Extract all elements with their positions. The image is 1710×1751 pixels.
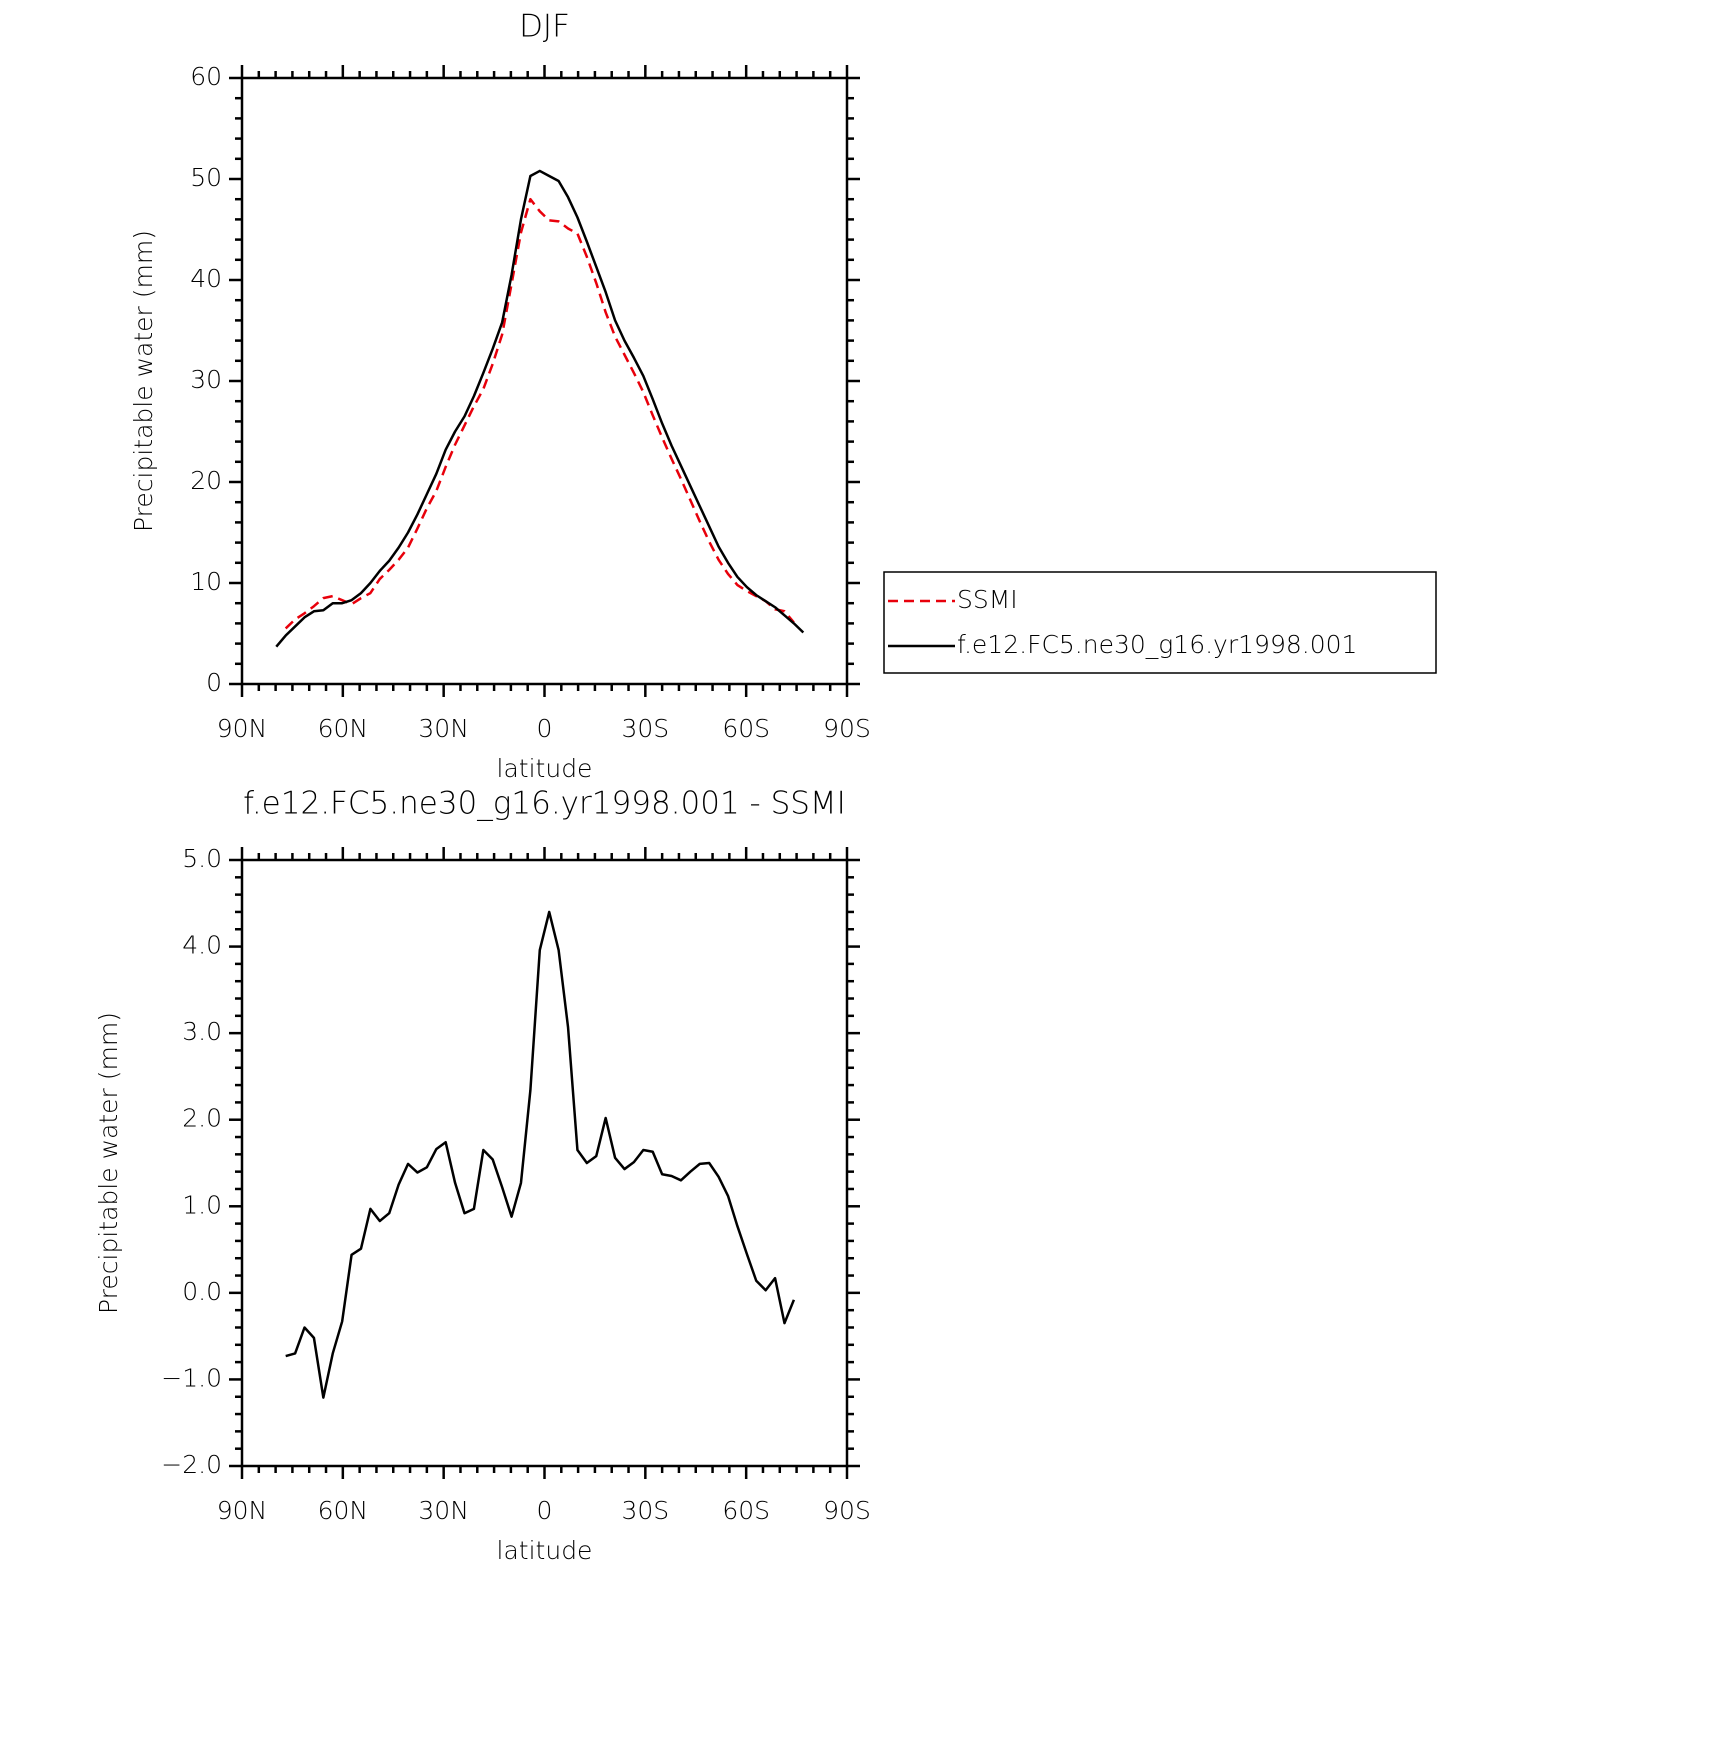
y-tick-label: −1.0: [161, 1363, 222, 1392]
x-tick-label: 30N: [418, 714, 469, 743]
y-tick-label: 40: [190, 264, 222, 293]
plot-frame: [240, 858, 849, 1468]
x-tick-label: 30N: [418, 1496, 469, 1525]
x-tick-label: 0: [537, 714, 553, 743]
y-tick-label: 60: [190, 62, 222, 91]
x-tick-label: 90S: [823, 714, 871, 743]
y-tick-label: 10: [190, 567, 222, 596]
x-tick-label: 90N: [217, 1496, 268, 1525]
y-tick-label: 5.0: [182, 844, 222, 873]
data-line: [275, 169, 805, 648]
x-tick-label: 90N: [217, 714, 268, 743]
y-tick-label: 0: [206, 668, 222, 697]
data-line: [285, 910, 796, 1399]
x-tick-label: 30S: [621, 1496, 669, 1525]
y-tick-label: 50: [190, 163, 222, 192]
x-tick-label: 60S: [722, 714, 770, 743]
y-tick-label: 4.0: [182, 931, 222, 960]
y-axis-label: Precipitable water (mm): [94, 1012, 123, 1314]
x-tick-label: 90S: [823, 1496, 871, 1525]
y-tick-label: 30: [190, 365, 222, 394]
x-axis-label: latitude: [497, 754, 593, 783]
x-tick-label: 60N: [318, 714, 369, 743]
legend-label: SSMI: [957, 585, 1018, 614]
legend-label: f.e12.FC5.ne30_g16.yr1998.001: [957, 630, 1357, 659]
x-tick-label: 30S: [621, 714, 669, 743]
y-tick-label: −2.0: [161, 1450, 222, 1479]
x-axis-label: latitude: [497, 1536, 593, 1565]
x-tick-label: 60N: [318, 1496, 369, 1525]
y-tick-label: 0.0: [182, 1277, 222, 1306]
y-tick-label: 20: [190, 466, 222, 495]
y-axis-label: Precipitable water (mm): [129, 230, 158, 532]
y-tick-label: 3.0: [182, 1017, 222, 1046]
y-tick-label: 2.0: [182, 1104, 222, 1133]
chart-title: f.e12.FC5.ne30_g16.yr1998.001 - SSMI: [243, 786, 846, 822]
data-line: [284, 197, 795, 630]
plot-frame: [240, 76, 849, 686]
x-tick-label: 0: [537, 1496, 553, 1525]
chart-title: DJF: [519, 9, 570, 45]
x-tick-label: 60S: [722, 1496, 770, 1525]
y-tick-label: 1.0: [182, 1190, 222, 1219]
legend-box: [883, 571, 1437, 674]
